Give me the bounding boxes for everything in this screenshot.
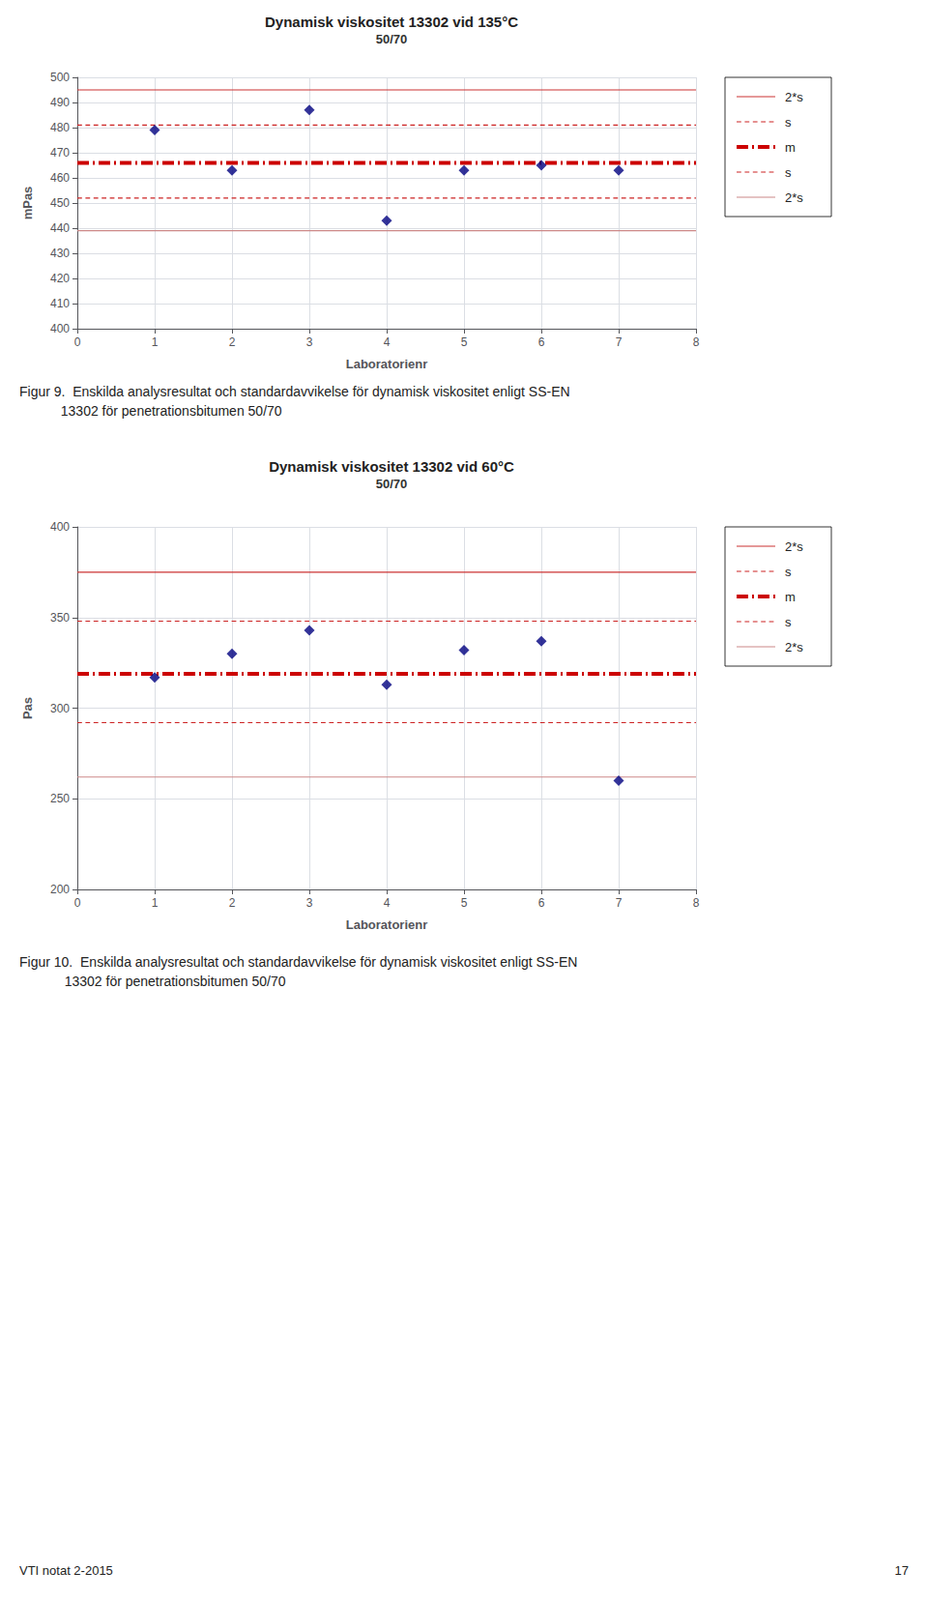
svg-text:2*s: 2*s xyxy=(784,639,804,655)
svg-text:Pas: Pas xyxy=(20,696,35,720)
svg-text:450: 450 xyxy=(50,196,70,210)
svg-text:300: 300 xyxy=(50,701,70,716)
svg-text:50/70: 50/70 xyxy=(376,31,408,47)
svg-text:s: s xyxy=(784,115,792,130)
svg-text:7: 7 xyxy=(615,896,623,910)
svg-text:3: 3 xyxy=(306,896,314,910)
svg-text:5: 5 xyxy=(461,335,468,349)
svg-text:s: s xyxy=(784,165,792,180)
svg-text:480: 480 xyxy=(50,120,70,135)
svg-text:6: 6 xyxy=(538,896,546,910)
svg-text:s: s xyxy=(784,564,792,580)
svg-text:6: 6 xyxy=(538,335,546,349)
svg-text:VTI notat 2-2015: VTI notat 2-2015 xyxy=(19,1563,114,1578)
svg-text:400: 400 xyxy=(50,520,70,534)
svg-text:m: m xyxy=(784,589,796,605)
svg-text:Figur 9. Enskilda analysresul: Figur 9. Enskilda analysresultat och sta… xyxy=(19,383,571,400)
svg-text:Dynamisk viskositet 13302 vid: Dynamisk viskositet 13302 vid 135°C xyxy=(264,13,519,30)
svg-text:2: 2 xyxy=(229,335,236,349)
svg-text:4: 4 xyxy=(383,896,391,910)
svg-text:8: 8 xyxy=(693,896,700,910)
svg-text:7: 7 xyxy=(615,335,623,349)
svg-text:490: 490 xyxy=(50,95,70,110)
svg-text:1: 1 xyxy=(151,335,159,349)
svg-text:13302 för penetrationsbitumen: 13302 för penetrationsbitumen 50/70 xyxy=(19,403,283,419)
svg-text:0: 0 xyxy=(74,896,82,910)
svg-text:Dynamisk viskositet 13302 vid: Dynamisk viskositet 13302 vid 60°C xyxy=(268,458,515,475)
svg-text:460: 460 xyxy=(50,171,70,185)
svg-text:m: m xyxy=(784,140,796,155)
svg-text:250: 250 xyxy=(50,791,70,806)
svg-text:Laboratorienr: Laboratorienr xyxy=(346,356,429,372)
svg-text:470: 470 xyxy=(50,145,70,160)
svg-text:430: 430 xyxy=(50,246,70,261)
svg-text:Laboratorienr: Laboratorienr xyxy=(346,917,429,932)
svg-text:mPas: mPas xyxy=(20,186,35,221)
svg-text:2*s: 2*s xyxy=(784,190,804,205)
svg-text:Figur 10. Enskilda analysresu: Figur 10. Enskilda analysresultat och st… xyxy=(19,954,578,970)
svg-text:400: 400 xyxy=(50,321,70,336)
svg-text:200: 200 xyxy=(50,882,70,897)
svg-text:4: 4 xyxy=(383,335,391,349)
svg-text:s: s xyxy=(784,614,792,630)
svg-text:420: 420 xyxy=(50,271,70,286)
svg-text:2: 2 xyxy=(229,896,236,910)
svg-text:5: 5 xyxy=(461,896,468,910)
svg-text:350: 350 xyxy=(50,610,70,625)
svg-text:17: 17 xyxy=(895,1563,909,1578)
svg-text:500: 500 xyxy=(50,70,70,85)
svg-text:1: 1 xyxy=(151,896,159,910)
svg-text:8: 8 xyxy=(693,335,700,349)
svg-text:2*s: 2*s xyxy=(784,539,804,554)
svg-text:410: 410 xyxy=(50,296,70,311)
svg-text:0: 0 xyxy=(74,335,82,349)
svg-text:50/70: 50/70 xyxy=(376,476,408,492)
svg-text:3: 3 xyxy=(306,335,314,349)
svg-text:2*s: 2*s xyxy=(784,89,804,105)
svg-text:13302 för penetrationsbitumen: 13302 för penetrationsbitumen 50/70 xyxy=(19,973,287,989)
svg-text:440: 440 xyxy=(50,221,70,235)
